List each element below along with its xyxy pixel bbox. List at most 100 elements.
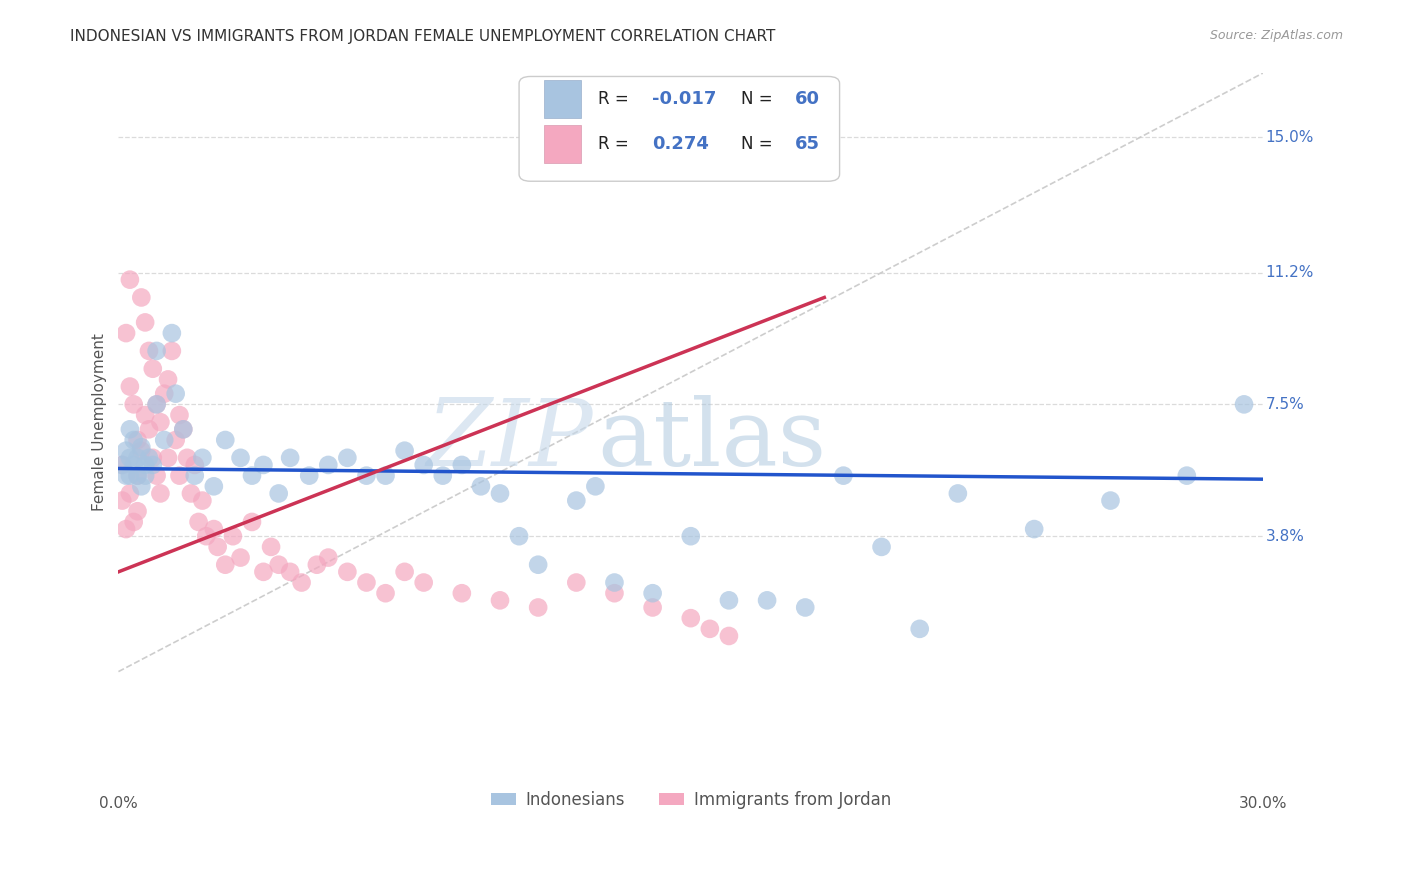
Point bbox=[157, 450, 180, 465]
FancyBboxPatch shape bbox=[519, 77, 839, 181]
Point bbox=[278, 450, 301, 465]
Point bbox=[138, 343, 160, 358]
Point bbox=[603, 586, 626, 600]
Point bbox=[131, 443, 153, 458]
Point bbox=[908, 622, 931, 636]
Point bbox=[527, 600, 550, 615]
Text: 7.5%: 7.5% bbox=[1265, 397, 1305, 412]
Point bbox=[214, 558, 236, 572]
Point bbox=[145, 343, 167, 358]
Point bbox=[717, 593, 740, 607]
Point bbox=[118, 486, 141, 500]
Point bbox=[115, 522, 138, 536]
Point bbox=[138, 422, 160, 436]
Point bbox=[222, 529, 245, 543]
Point bbox=[165, 386, 187, 401]
Point bbox=[450, 458, 472, 472]
Text: 65: 65 bbox=[794, 136, 820, 153]
Text: -0.017: -0.017 bbox=[652, 90, 716, 108]
Point bbox=[172, 422, 194, 436]
Point bbox=[870, 540, 893, 554]
Point bbox=[127, 468, 149, 483]
Point bbox=[115, 443, 138, 458]
Point bbox=[142, 458, 165, 472]
Point bbox=[240, 468, 263, 483]
Point bbox=[149, 415, 172, 429]
Point bbox=[1099, 493, 1122, 508]
Bar bbox=[544, 79, 581, 118]
Bar bbox=[544, 125, 581, 163]
Text: ZIP: ZIP bbox=[427, 394, 593, 484]
Point bbox=[111, 458, 134, 472]
Point bbox=[115, 326, 138, 340]
Point bbox=[316, 458, 339, 472]
Text: 15.0%: 15.0% bbox=[1265, 129, 1313, 145]
Text: Source: ZipAtlas.com: Source: ZipAtlas.com bbox=[1209, 29, 1343, 42]
Point bbox=[336, 450, 359, 465]
Text: 11.2%: 11.2% bbox=[1265, 265, 1313, 280]
Point bbox=[252, 458, 274, 472]
Text: INDONESIAN VS IMMIGRANTS FROM JORDAN FEMALE UNEMPLOYMENT CORRELATION CHART: INDONESIAN VS IMMIGRANTS FROM JORDAN FEM… bbox=[70, 29, 776, 44]
Point bbox=[115, 468, 138, 483]
Point bbox=[336, 565, 359, 579]
Point bbox=[176, 450, 198, 465]
Point bbox=[394, 565, 416, 579]
Point bbox=[508, 529, 530, 543]
Point bbox=[142, 450, 165, 465]
Point bbox=[679, 611, 702, 625]
Point bbox=[127, 468, 149, 483]
Point bbox=[260, 540, 283, 554]
Point bbox=[527, 558, 550, 572]
Point bbox=[172, 422, 194, 436]
Text: N =: N = bbox=[741, 136, 778, 153]
Point bbox=[134, 468, 156, 483]
Point bbox=[169, 408, 191, 422]
Point bbox=[756, 593, 779, 607]
Y-axis label: Female Unemployment: Female Unemployment bbox=[93, 334, 107, 511]
Point bbox=[1233, 397, 1256, 411]
Text: 30.0%: 30.0% bbox=[1239, 797, 1288, 812]
Point bbox=[305, 558, 328, 572]
Point bbox=[641, 600, 664, 615]
Point bbox=[202, 522, 225, 536]
Point bbox=[207, 540, 229, 554]
Point bbox=[122, 515, 145, 529]
Text: 3.8%: 3.8% bbox=[1265, 529, 1305, 544]
Point bbox=[394, 443, 416, 458]
Text: N =: N = bbox=[741, 90, 778, 108]
Point bbox=[374, 468, 396, 483]
Point bbox=[187, 515, 209, 529]
Point bbox=[946, 486, 969, 500]
Point bbox=[214, 433, 236, 447]
Point bbox=[145, 397, 167, 411]
Point bbox=[794, 600, 817, 615]
Point bbox=[169, 468, 191, 483]
Point bbox=[489, 486, 512, 500]
Point bbox=[122, 458, 145, 472]
Point bbox=[118, 379, 141, 393]
Point bbox=[679, 529, 702, 543]
Text: R =: R = bbox=[598, 90, 634, 108]
Text: 0.0%: 0.0% bbox=[98, 797, 138, 812]
Point bbox=[356, 468, 378, 483]
Point bbox=[267, 558, 290, 572]
Point bbox=[127, 450, 149, 465]
Legend: Indonesians, Immigrants from Jordan: Indonesians, Immigrants from Jordan bbox=[484, 784, 897, 815]
Point bbox=[278, 565, 301, 579]
Point bbox=[180, 486, 202, 500]
Point bbox=[160, 343, 183, 358]
Point bbox=[131, 479, 153, 493]
Point bbox=[131, 440, 153, 454]
Point bbox=[356, 575, 378, 590]
Point bbox=[717, 629, 740, 643]
Point bbox=[267, 486, 290, 500]
Point bbox=[111, 493, 134, 508]
Point bbox=[142, 361, 165, 376]
Point bbox=[127, 433, 149, 447]
Point bbox=[184, 458, 207, 472]
Point bbox=[412, 458, 434, 472]
Point bbox=[118, 468, 141, 483]
Point bbox=[374, 586, 396, 600]
Point bbox=[565, 575, 588, 590]
Point bbox=[131, 290, 153, 304]
